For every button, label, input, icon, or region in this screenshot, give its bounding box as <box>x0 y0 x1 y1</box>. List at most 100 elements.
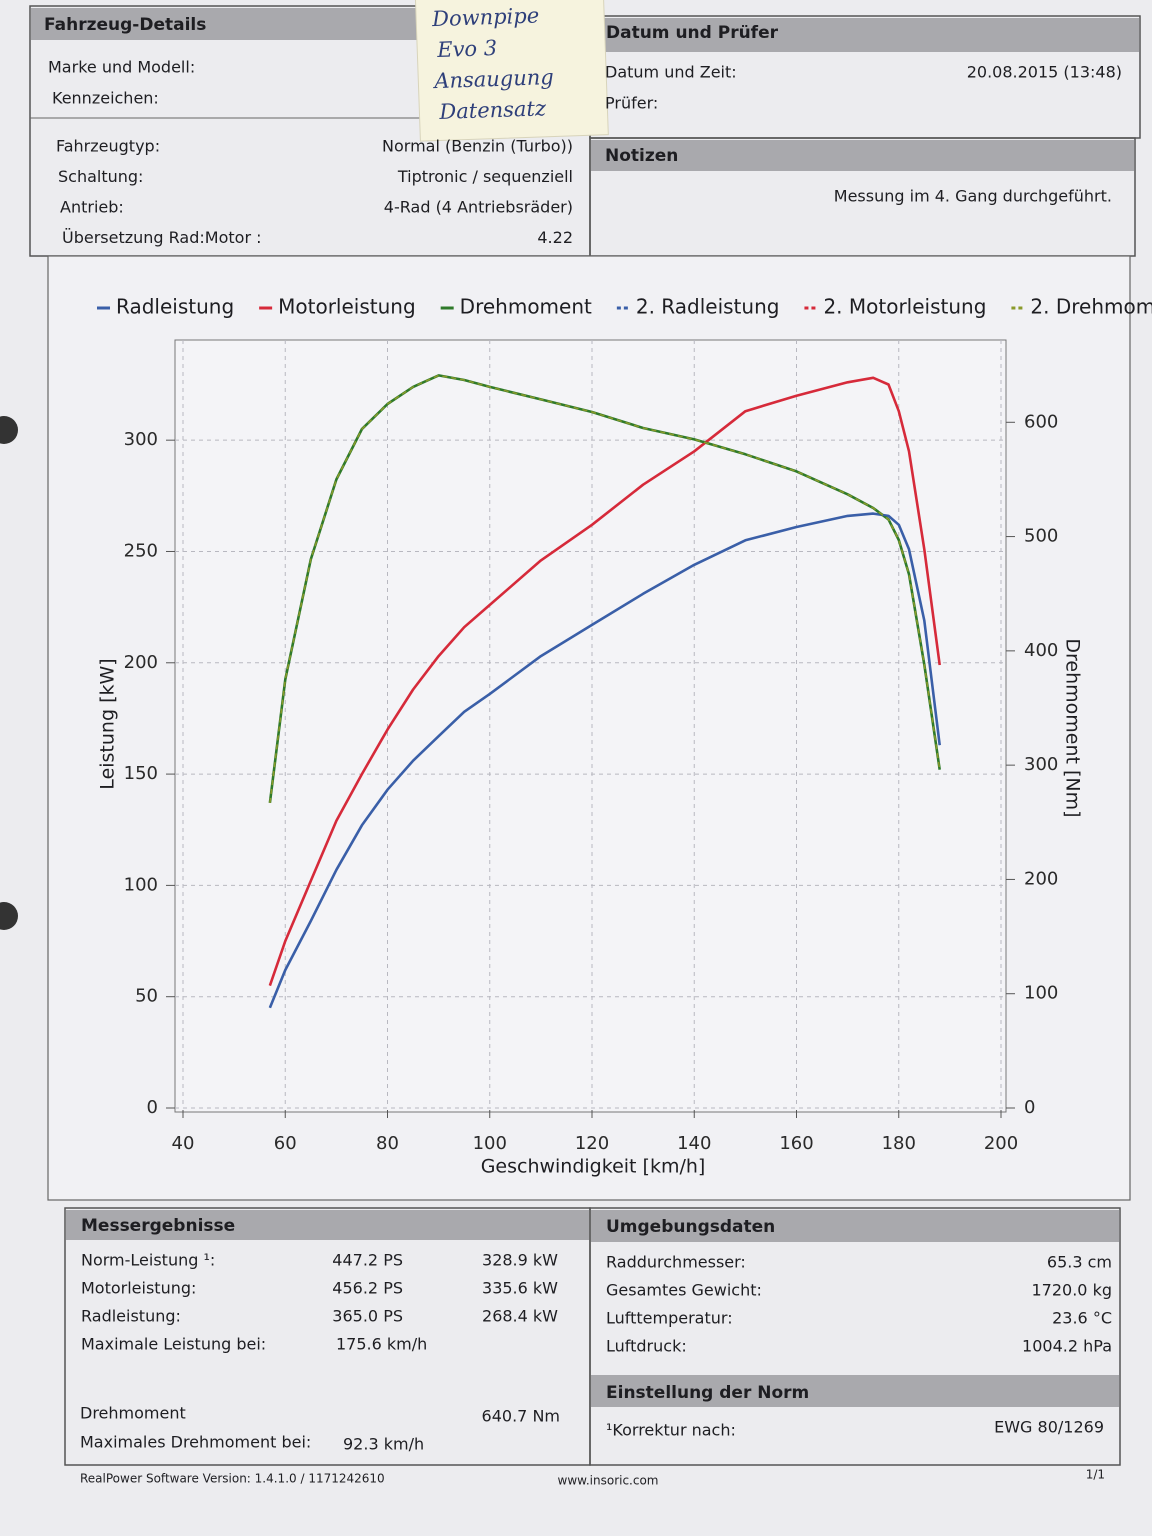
results-header <box>66 1210 589 1240</box>
spec-label: Schaltung: <box>58 167 143 186</box>
footer-version: RealPower Software Version: 1.4.1.0 / 11… <box>80 1472 385 1486</box>
x-tick-label: 140 <box>677 1133 711 1154</box>
norm-label: ¹Korrektur nach: <box>606 1421 736 1440</box>
section-title: Notizen <box>605 146 678 166</box>
env-value: 1720.0 kg <box>1032 1281 1113 1300</box>
result-value: 175.6 km/h <box>336 1335 427 1354</box>
y-tick-label: 250 <box>124 540 158 561</box>
sticky-paper <box>414 0 609 142</box>
env-label: Luftdruck: <box>606 1337 687 1356</box>
plot-area <box>174 339 1007 1113</box>
result-label: Motorleistung: <box>81 1279 196 1298</box>
spec-label: Übersetzung Rad:Motor : <box>62 228 262 247</box>
env-label: Gesamtes Gewicht: <box>606 1281 762 1300</box>
result-value: 640.7 Nm <box>482 1407 560 1426</box>
env-value: 65.3 cm <box>1047 1253 1112 1272</box>
y2-tick-label: 0 <box>1024 1097 1035 1118</box>
legend-label: 2. Drehmoment <box>1030 295 1152 319</box>
legend-label: 2. Motorleistung <box>823 295 986 319</box>
y2-tick-label: 300 <box>1024 754 1058 775</box>
spec-label: Antrieb: <box>60 198 124 217</box>
x-tick-label: 80 <box>376 1133 399 1154</box>
x-tick-label: 200 <box>984 1133 1018 1154</box>
env-label: Raddurchmesser: <box>606 1253 746 1272</box>
field-label: Marke und Modell: <box>48 58 195 77</box>
y-tick-label: 200 <box>124 652 158 673</box>
footer-page: 1/1 <box>1086 1468 1105 1482</box>
legend-label: Radleistung <box>116 295 234 319</box>
result-label: Maximale Leistung bei: <box>81 1335 266 1354</box>
section-title: Messergebnisse <box>81 1216 235 1236</box>
date-label: Prüfer: <box>605 94 658 113</box>
binder-ring <box>0 416 18 444</box>
series-line <box>268 376 941 987</box>
section-title: Umgebungsdaten <box>606 1217 775 1237</box>
sticky-note: Downpipe Evo 3 Ansaugung Datensatz <box>414 0 609 142</box>
result-ps: 447.2 PS <box>332 1251 403 1270</box>
y2-tick-label: 100 <box>1024 983 1058 1004</box>
result-value: 92.3 km/h <box>343 1435 424 1454</box>
notes-text: Messung im 4. Gang durchgeführt. <box>834 187 1112 206</box>
legend-label: 2. Radleistung <box>636 295 780 319</box>
series-line <box>269 374 941 803</box>
norm-header <box>591 1375 1119 1407</box>
spec-value: 4-Rad (4 Antriebsräder) <box>384 198 573 217</box>
date-label: Datum und Zeit: <box>605 63 737 82</box>
result-kw: 268.4 kW <box>482 1307 558 1326</box>
result-label: Norm-Leistung ¹: <box>81 1251 215 1270</box>
x-tick-label: 60 <box>274 1133 297 1154</box>
x-tick-label: 100 <box>473 1133 507 1154</box>
x-axis-title: Geschwindigkeit [km/h] <box>481 1156 706 1178</box>
y-tick-label: 0 <box>147 1097 158 1118</box>
env-label: Lufttemperatur: <box>606 1309 733 1328</box>
y2-tick-label: 500 <box>1024 526 1058 547</box>
result-ps: 456.2 PS <box>332 1279 403 1298</box>
y2-tick-label: 400 <box>1024 640 1058 661</box>
result-ps: 365.0 PS <box>332 1307 403 1326</box>
y-axis-title: Leistung [kW] <box>97 658 119 789</box>
spec-value: Tiptronic / sequenziell <box>397 167 573 186</box>
legend-label: Drehmoment <box>460 295 592 319</box>
y2-axis-title: Drehmoment [Nm] <box>1062 638 1084 817</box>
binder-ring <box>0 902 18 930</box>
note-line: Evo 3 <box>436 36 498 62</box>
y-tick-label: 100 <box>124 874 158 895</box>
result-kw: 328.9 kW <box>482 1251 558 1270</box>
env-value: 1004.2 hPa <box>1022 1337 1112 1356</box>
y2-tick-label: 600 <box>1024 411 1058 432</box>
date-value: 20.08.2015 (13:48) <box>967 63 1122 82</box>
section-title: Datum und Prüfer <box>606 23 779 43</box>
spec-value: Normal (Benzin (Turbo)) <box>382 137 573 156</box>
section-title: Fahrzeug-Details <box>44 15 206 35</box>
result-label: Drehmoment <box>80 1404 186 1423</box>
note-line: Datensatz <box>438 96 547 124</box>
series-line <box>269 512 941 1009</box>
y-tick-label: 50 <box>135 986 158 1007</box>
x-tick-label: 120 <box>575 1133 609 1154</box>
section-title: Einstellung der Norm <box>606 1383 809 1403</box>
norm-value: EWG 80/1269 <box>994 1418 1104 1437</box>
x-tick-label: 40 <box>172 1133 195 1154</box>
x-tick-label: 160 <box>779 1133 813 1154</box>
result-label: Radleistung: <box>81 1307 181 1326</box>
spec-value: 4.22 <box>537 228 573 247</box>
spec-label: Fahrzeugtyp: <box>56 137 160 156</box>
notes-header <box>591 140 1134 171</box>
note-line: Downpipe <box>431 3 540 31</box>
env-value: 23.6 °C <box>1052 1309 1112 1328</box>
environment-header <box>591 1210 1119 1242</box>
result-kw: 335.6 kW <box>482 1279 558 1298</box>
field-label: Kennzeichen: <box>52 89 159 108</box>
y-tick-label: 150 <box>124 763 158 784</box>
note-line: Ansaugung <box>432 65 554 93</box>
y-tick-label: 300 <box>124 429 158 450</box>
x-tick-label: 180 <box>882 1133 916 1154</box>
result-label: Maximales Drehmoment bei: <box>80 1433 311 1452</box>
date-header <box>591 18 1139 52</box>
footer-url: www.insoric.com <box>558 1474 659 1488</box>
environment-box <box>589 1207 1121 1466</box>
y2-tick-label: 200 <box>1024 868 1058 889</box>
legend-label: Motorleistung <box>278 295 416 319</box>
